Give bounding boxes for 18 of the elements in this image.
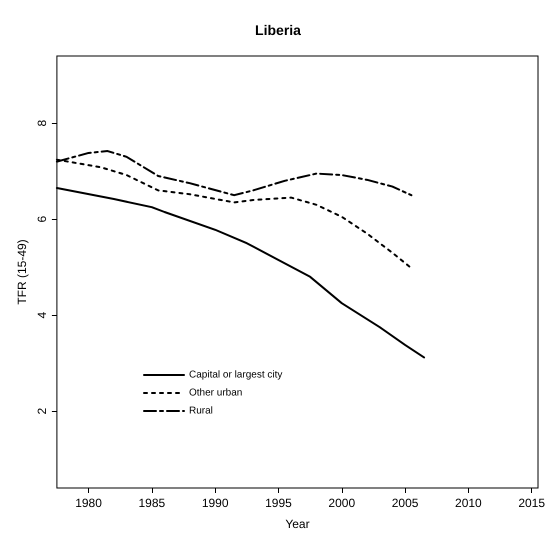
x-tick-label: 1980	[75, 496, 102, 510]
legend-label: Other urban	[189, 388, 242, 398]
x-tick-label: 1990	[202, 496, 229, 510]
y-axis-title: TFR (15-49)	[15, 239, 29, 305]
x-tick-label: 2015	[518, 496, 546, 510]
legend-label: Capital or largest city	[189, 370, 282, 380]
y-tick-label: 6	[34, 216, 49, 223]
x-tick-label: 1985	[138, 496, 166, 510]
x-tick-label: 2000	[328, 496, 356, 510]
x-tick-label: 2005	[392, 496, 419, 510]
y-tick-label: 8	[34, 120, 49, 127]
y-tick-label: 4	[34, 312, 49, 319]
y-tick-label: 2	[34, 408, 49, 415]
x-tick-label: 2010	[455, 496, 482, 510]
x-axis-title: Year	[285, 517, 310, 531]
chart-title: Liberia	[255, 22, 302, 38]
x-tick-label: 1995	[265, 496, 292, 510]
legend-label: Rural	[189, 406, 213, 416]
